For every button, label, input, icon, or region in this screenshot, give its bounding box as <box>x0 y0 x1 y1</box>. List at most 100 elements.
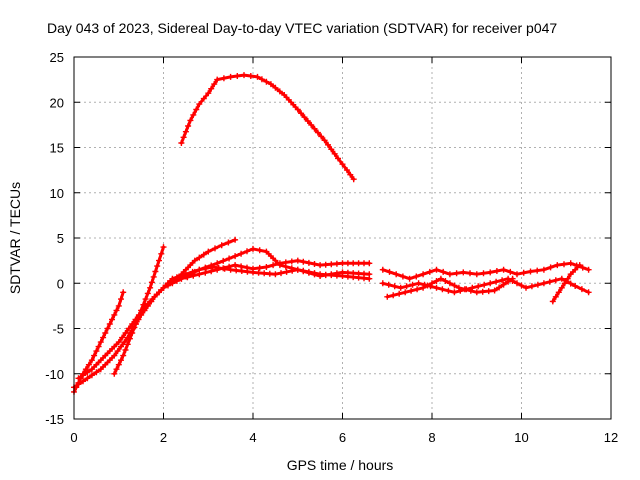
data-point <box>218 242 225 249</box>
data-point <box>196 101 203 108</box>
data-point <box>165 282 171 289</box>
data-point <box>467 287 474 294</box>
data-point <box>241 72 247 79</box>
data-point <box>451 282 458 289</box>
data-point <box>244 248 250 255</box>
data-point <box>200 251 207 258</box>
data-point <box>355 274 362 281</box>
data-point <box>178 140 185 146</box>
data-point <box>561 261 567 268</box>
data-point <box>282 263 289 270</box>
data-point <box>561 280 568 287</box>
data-point <box>350 260 357 267</box>
data-point <box>160 284 167 291</box>
data-point <box>473 271 480 278</box>
data-point <box>118 357 124 364</box>
data-point <box>182 128 189 135</box>
data-point <box>322 261 329 268</box>
data-point <box>385 281 392 288</box>
data-point <box>156 289 162 296</box>
data-point <box>294 257 301 264</box>
data-point <box>148 279 155 286</box>
data-point <box>148 298 155 305</box>
data-point <box>250 269 256 276</box>
data-point <box>267 81 274 88</box>
data-point <box>106 321 113 327</box>
data-point <box>572 283 579 289</box>
data-point <box>114 348 121 355</box>
data-point <box>461 286 468 293</box>
data-point <box>75 379 82 386</box>
data-point <box>366 275 373 282</box>
data-point <box>124 334 131 341</box>
data-point <box>158 250 165 257</box>
data-point <box>238 268 245 274</box>
data-point <box>150 273 157 280</box>
data-point <box>84 375 91 382</box>
data-point <box>399 273 406 280</box>
data-point <box>350 176 357 183</box>
grid-layer <box>74 57 611 419</box>
data-point <box>322 271 329 278</box>
y-tick-label: -10 <box>45 367 64 382</box>
data-point <box>124 341 131 348</box>
data-point <box>111 352 118 359</box>
data-point <box>534 267 541 274</box>
data-point <box>276 262 283 269</box>
data-point <box>212 245 218 252</box>
data-point <box>301 114 308 121</box>
data-point <box>88 372 95 379</box>
data-point <box>232 253 239 260</box>
data-point <box>109 316 115 323</box>
data-point <box>220 257 227 264</box>
data-point <box>288 265 295 272</box>
data-point <box>328 272 335 279</box>
data-point <box>298 110 305 117</box>
data-point <box>567 271 574 278</box>
x-tick-label: 4 <box>249 430 256 445</box>
data-point <box>391 283 398 290</box>
data-point <box>173 278 180 284</box>
data-point <box>272 84 279 91</box>
data-point <box>514 280 520 287</box>
data-point <box>221 265 228 272</box>
data-point <box>115 302 122 309</box>
data-point <box>558 284 565 291</box>
data-point <box>402 289 409 296</box>
data-point <box>247 73 254 79</box>
data-point <box>256 247 263 254</box>
data-point <box>290 101 297 108</box>
data-point <box>250 245 256 252</box>
data-point <box>111 343 118 350</box>
data-point <box>135 316 142 323</box>
data-point <box>205 248 212 255</box>
data-point <box>333 272 340 279</box>
data-point <box>182 273 189 280</box>
data-point <box>487 269 494 276</box>
data-point <box>540 280 547 287</box>
data-point <box>208 268 215 275</box>
data-point <box>305 268 312 275</box>
data-point <box>453 270 460 277</box>
data-point <box>115 339 122 346</box>
data-point <box>473 289 480 296</box>
data-point <box>564 275 571 282</box>
data-point <box>300 258 307 265</box>
data-point <box>514 271 520 278</box>
data-point <box>138 311 145 318</box>
data-point <box>254 73 261 80</box>
data-point <box>263 248 270 255</box>
data-point <box>208 85 215 92</box>
data-point <box>344 260 351 267</box>
data-point <box>355 260 362 267</box>
data-point <box>85 361 92 368</box>
data-point <box>113 366 120 373</box>
data-point <box>93 361 100 368</box>
chart-title: Day 043 of 2023, Sidereal Day-to-day VTE… <box>47 20 557 36</box>
data-point <box>119 334 126 341</box>
data-point <box>534 281 541 288</box>
data-point <box>339 273 346 279</box>
data-point <box>433 278 440 284</box>
data-point <box>523 284 529 291</box>
data-point <box>225 239 232 246</box>
